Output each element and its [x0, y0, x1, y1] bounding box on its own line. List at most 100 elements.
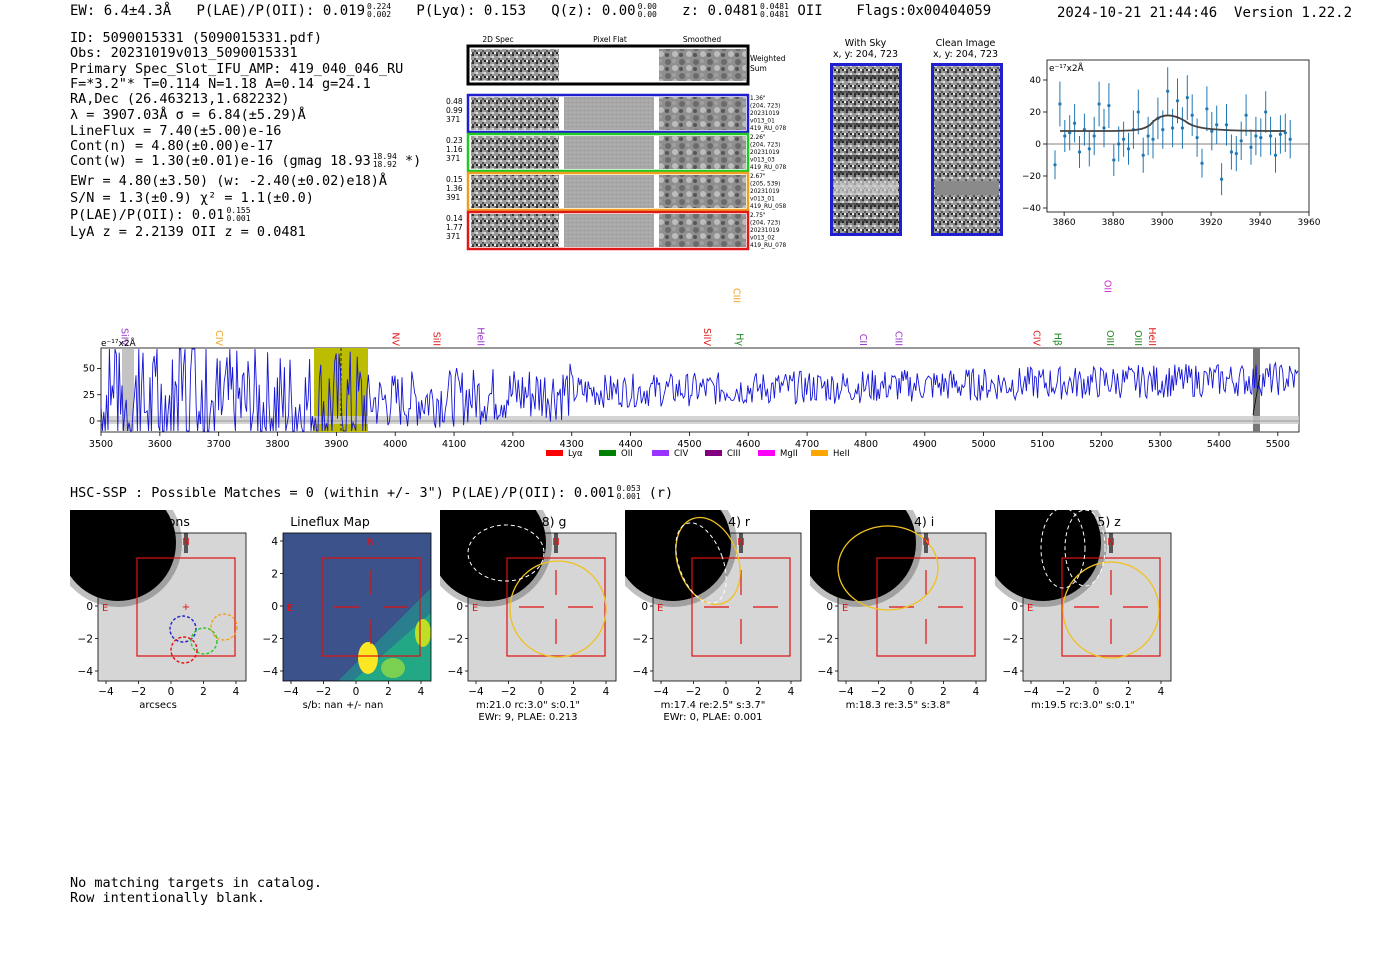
panel-title: Lineflux Map — [290, 514, 370, 529]
col-header-smoothed: Smoothed — [683, 35, 722, 44]
panel-xtick: 4 — [418, 686, 425, 698]
emission-line-label: OIII — [1104, 330, 1115, 346]
datetime: 2024-10-21 21:44:46 — [1057, 5, 1218, 21]
emission-line-label: OII — [1101, 280, 1112, 293]
panel-ytick: −4 — [78, 666, 94, 678]
panel-xtick: 0 — [168, 686, 175, 698]
cutout-right-value: 1.36" — [750, 96, 766, 102]
footer-line-1: No matching targets in catalog. — [70, 875, 322, 891]
legend-item: MgII — [758, 449, 798, 459]
north-label: N — [552, 537, 559, 548]
cutout-right-value: (205, 539) — [750, 182, 780, 188]
panel-xtick: −2 — [686, 686, 701, 698]
spectrum-xtick: 5100 — [1030, 439, 1054, 450]
emission-line-label: Hγ — [734, 333, 745, 346]
emission-line-label: CIII — [892, 331, 903, 346]
cutout-right-value: 419_RU_078 — [750, 126, 787, 132]
east-label: E — [657, 603, 663, 614]
panel-caption-1: m:21.0 rc:3.0" s:0.1" — [476, 700, 580, 711]
cutout-right-value: 2.75" — [750, 213, 766, 219]
plae-text: P(LAE)/P(OII): 0.01 — [70, 207, 225, 223]
legend-item: CIII — [705, 449, 740, 459]
spectrum-xtick: 5200 — [1089, 439, 1113, 450]
cutout-right-value: 419_RU_058 — [750, 204, 787, 210]
emission-line-label: HeII — [475, 327, 486, 346]
panel-ytick: −2 — [78, 634, 93, 646]
header-bar: EW: 6.4±4.3Å P(LAE)/P(OII): 0.019 0.224 0.… — [70, 2, 991, 20]
plae-hi: 0.224 — [367, 2, 392, 11]
panel-xtick: −2 — [501, 686, 516, 698]
hsc-header: HSC-SSP : Possible Matches = 0 (within +… — [70, 485, 673, 502]
cutout-left-value: 1.36 — [446, 184, 463, 193]
zoom-ytick: −20 — [1022, 172, 1041, 182]
emission-line-label: CII — [857, 334, 868, 346]
info-obs: Obs: 20231019v013_5090015331 — [70, 45, 298, 61]
panel-caption-1: s/b: nan +/- nan — [303, 700, 384, 711]
legend-item: CIV — [652, 449, 688, 459]
emission-line-label: CIV — [213, 330, 224, 346]
panel-ytick: 2 — [826, 569, 833, 581]
panel-ytick: 2 — [271, 569, 278, 581]
spectrum-xtick: 4600 — [736, 439, 760, 450]
cutout-left-value: 371 — [446, 232, 461, 241]
weighted-sum-label: Weighted — [750, 54, 786, 63]
cutout-left-value: 0.14 — [446, 214, 463, 223]
cutout-right-value: (204, 723) — [750, 104, 780, 110]
panel-ytick: 0 — [641, 601, 648, 613]
panel-xtick: 0 — [538, 686, 545, 698]
panel-xtick: −4 — [283, 686, 299, 698]
with-sky-title: With Sky x, y: 204, 723 — [828, 38, 903, 60]
panel-ytick: 0 — [456, 601, 463, 613]
info-contn: Cont(n) = 4.80(±0.00)e-17 — [70, 138, 274, 154]
panel-xtick: 4 — [1158, 686, 1165, 698]
info-lambda: λ = 3907.03Å σ = 6.84(±5.29)Å — [70, 107, 306, 123]
panel-xtick: 0 — [723, 686, 730, 698]
full-spectrum-chart: SiIV CIV NV SiII HeII SiIV CIII Hγ CII CIII CIV Hβ O… — [83, 280, 1300, 459]
plae-value: P(LAE)/P(OII): 0.019 — [196, 3, 366, 19]
panel-xtick: 2 — [200, 686, 207, 698]
info-ewr: EWr = 4.80(±3.50) (w: -2.40(±0.02)e18)Å — [70, 173, 387, 189]
cutout-left-value: 0.15 — [446, 175, 463, 184]
info-plae-lo: 0.001 — [226, 214, 251, 223]
zoom-xtick: 3860 — [1053, 218, 1076, 228]
cutout-left-value: 1.16 — [446, 145, 463, 154]
z-lo: 0.0481 — [760, 10, 789, 19]
spectrum-xtick: 5500 — [1266, 439, 1290, 450]
spectrum-ytick: 25 — [83, 390, 95, 401]
contw-end: *) — [404, 153, 422, 169]
masked-region-right — [1253, 348, 1260, 432]
spectrum-xtick: 5300 — [1148, 439, 1172, 450]
hsc-lo: 0.001 — [616, 492, 641, 501]
spectrum-xtick: 4200 — [501, 439, 525, 450]
panel-xtick: −4 — [468, 686, 484, 698]
spectrum-xtick: 3700 — [207, 439, 231, 450]
spectrum-ytick: 50 — [83, 364, 95, 375]
cutout-right-value: (204, 723) — [750, 143, 780, 149]
cutout-right-value: 20231019 — [750, 111, 780, 117]
panel-ytick: 2 — [86, 569, 93, 581]
east-label: E — [472, 603, 478, 614]
panel-ytick: −4 — [818, 666, 834, 678]
legend-item: OII — [599, 449, 633, 459]
cutout-panel: 2D Spec Pixel Flat Smoothed Weighted Sum… — [446, 35, 787, 251]
north-label: N — [367, 537, 374, 548]
cutout-right-value: 2.67" — [750, 174, 766, 180]
with-sky-image — [830, 63, 902, 236]
cutout-right-value: 419_RU_078 — [750, 243, 787, 249]
legend-item: Lyα — [546, 449, 583, 459]
east-label: E — [287, 603, 293, 614]
panel-xtick: 0 — [908, 686, 915, 698]
panel-ytick: −4 — [448, 666, 464, 678]
zoom-fit-curve — [1059, 114, 1286, 132]
panel-xtick: −4 — [653, 686, 669, 698]
info-plae-hi: 0.155 — [226, 206, 251, 215]
panel-xtick: 0 — [1093, 686, 1100, 698]
spectrum-xtick: 5000 — [972, 439, 996, 450]
col-header-2dspec: 2D Spec — [482, 35, 513, 44]
zoom-xtick: 3940 — [1249, 218, 1272, 228]
panel-xtick: 2 — [940, 686, 947, 698]
svg-text:Sum: Sum — [750, 64, 767, 73]
panel-ytick: 4 — [271, 536, 278, 548]
